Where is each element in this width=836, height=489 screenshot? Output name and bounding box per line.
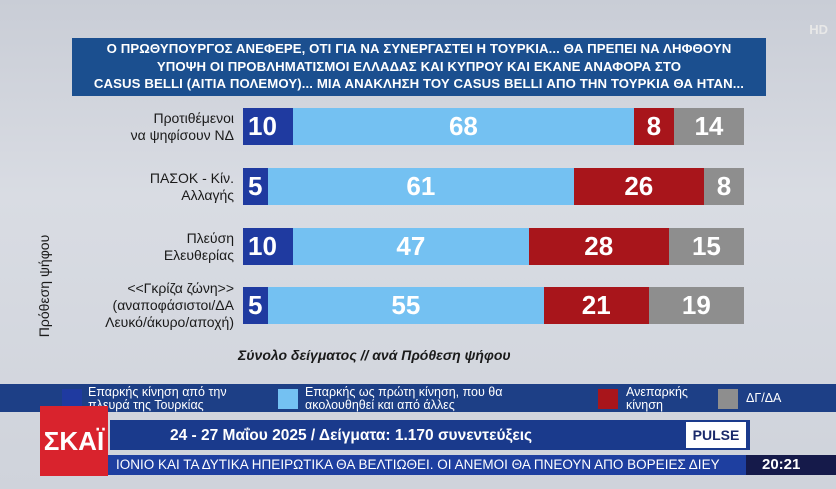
legend-item-4: ΔΓ/ΔΑ (746, 391, 782, 405)
bar-segment: 10 (243, 108, 294, 145)
bar-segment: 5 (243, 287, 269, 324)
hd-badge: HD (809, 22, 828, 37)
y-axis-label: Πρόθεση ψήφου (36, 234, 52, 338)
legend-swatch-2 (278, 389, 298, 409)
clock: 20:21 (746, 455, 836, 475)
data-label: 8 (646, 111, 662, 141)
data-label: 8 (716, 171, 732, 201)
legend-swatch-4 (718, 389, 738, 409)
bar-segment: 47 (293, 228, 529, 265)
data-label: 28 (584, 231, 614, 261)
legend-swatch-1 (62, 389, 82, 409)
legend-item-3: Ανεπαρκής κίνηση (626, 385, 688, 412)
data-label: 55 (391, 290, 421, 320)
category-label: Πλεύση Ελευθερίας (163, 229, 234, 263)
data-label: 5 (248, 171, 263, 201)
title-line-2: ΥΠΟΨΗ ΟΙ ΠΡΟΒΛΗΜΑΤΙΣΜΟΙ ΕΛΛΑΔΑΣ ΚΑΙ ΚΥΠΡ… (156, 58, 682, 74)
bar-segment: 21 (543, 287, 649, 324)
legend-item-2: Επαρκής ως πρώτη κίνηση, που θα ακολουθη… (305, 385, 503, 412)
legend-item-1: Επαρκής κίνηση από την πλευρά της Τουρκί… (88, 385, 227, 412)
category-label: <<Γκρίζα ζώνη>> (αναποφάσιστοι/ΔΑ Λευκό/άκ… (105, 280, 234, 330)
category-label: ΠΑΣΟΚ - Κίν. Αλλαγής (149, 169, 234, 203)
date-bar (110, 420, 750, 450)
bar-segment: 68 (293, 108, 634, 145)
title-line-1: Ο ΠΡΩΘΥΠΟΥΡΓΟΣ ΑΝΕΦΕΡΕ, ΟΤΙ ΓΙΑ ΝΑ ΣΥΝΕΡ… (106, 41, 732, 56)
title-line-3: CASUS BELLI (ΑΙΤΙΑ ΠΟΛΕΜΟΥ)... ΜΙΑ ΑΝΑΚΛ… (93, 76, 745, 91)
data-label: 61 (406, 171, 436, 201)
bar-segment: 61 (268, 168, 574, 205)
data-label: 14 (694, 111, 724, 141)
bar-segment: 8 (633, 108, 674, 145)
survey-date: 24 - 27 Μαΐου 2025 / Δείγματα: 1.170 συν… (170, 427, 533, 444)
data-label: 26 (624, 171, 654, 201)
news-ticker: ΙΟΝΙΟ ΚΑΙ ΤΑ ΔΥΤΙΚΑ ΗΠΕΙΡΩΤΙΚΑ ΘΑ ΒΕΛΤΙΩ… (108, 455, 764, 475)
bar-segment: 5 (243, 168, 269, 205)
bar-segment: 55 (268, 287, 544, 324)
data-label: 10 (248, 231, 277, 261)
bar-segment: 15 (668, 228, 744, 265)
legend-bar (0, 384, 836, 412)
bar-segment: 14 (673, 108, 744, 145)
x-axis-label: Σύνολο δείγματος // ανά Πρόθεση ψήφου (238, 347, 511, 363)
pollster-logo: PULSE (686, 422, 746, 448)
legend-swatch-3 (598, 389, 618, 409)
data-label: 19 (681, 290, 711, 320)
data-label: 5 (248, 290, 263, 320)
category-label: Προτιθέμενοι να ψηφίσουν ΝΔ (130, 109, 234, 143)
bar-segment: 19 (648, 287, 744, 324)
chart-title: Ο ΠΡΩΘΥΠΟΥΡΓΟΣ ΑΝΕΦΕΡΕ, ΟΤΙ ΓΙΑ ΝΑ ΣΥΝΕΡ… (72, 38, 766, 96)
data-label: 21 (581, 290, 611, 320)
bar-segment: 8 (703, 168, 744, 205)
bar-segment: 10 (243, 228, 294, 265)
bar-segment: 26 (573, 168, 704, 205)
bar-segment: 28 (528, 228, 669, 265)
channel-logo: ΣΚΑΪ (40, 406, 108, 476)
data-label: 10 (248, 111, 277, 141)
data-label: 68 (448, 111, 478, 141)
data-label: 15 (691, 231, 721, 261)
data-label: 47 (396, 231, 426, 261)
